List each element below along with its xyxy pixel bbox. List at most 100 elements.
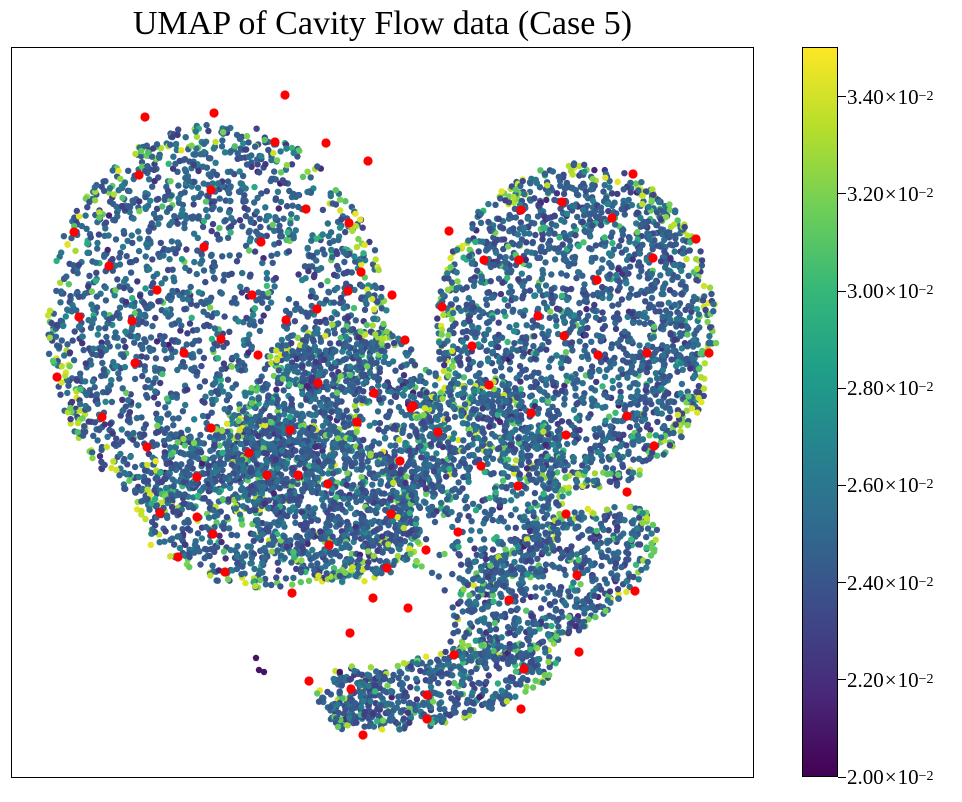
- scatter-point: [572, 392, 579, 399]
- scatter-point: [143, 354, 150, 361]
- scatter-point: [621, 170, 628, 177]
- scatter-point: [93, 269, 100, 276]
- scatter-point: [609, 239, 616, 247]
- scatter-point: [322, 347, 330, 354]
- scatter-point: [510, 241, 517, 248]
- scatter-point: [178, 147, 185, 154]
- scatter-point: [221, 271, 228, 278]
- scatter-point: [229, 384, 236, 392]
- scatter-point: [194, 184, 202, 191]
- scatter-point: [425, 369, 433, 376]
- scatter-point: [271, 283, 278, 290]
- scatter-plot-svg: [44, 90, 720, 740]
- scatter-point: [653, 409, 661, 416]
- scatter-point: [336, 196, 344, 203]
- scatter-point: [102, 284, 109, 291]
- scatter-point: [112, 287, 119, 294]
- scatter-point: [181, 491, 188, 498]
- scatter-point: [153, 205, 161, 212]
- scatter-point: [697, 248, 704, 255]
- scatter-point: [210, 274, 218, 281]
- scatter-point: [178, 256, 186, 263]
- scatter-point: [207, 173, 214, 180]
- scatter-point: [175, 126, 182, 133]
- scatter-point: [706, 332, 713, 340]
- scatter-point: [361, 578, 368, 585]
- scatter-point: [219, 253, 226, 260]
- scatter-point: [328, 408, 335, 416]
- scatter-point: [122, 485, 129, 493]
- scatter-point: [519, 295, 526, 302]
- scatter-point: [489, 455, 497, 462]
- scatter-point: [372, 331, 379, 338]
- scatter-point: [333, 262, 341, 270]
- scatter-point: [338, 216, 345, 223]
- scatter-point: [182, 134, 189, 141]
- scatter-point: [237, 180, 244, 187]
- scatter-point: [192, 128, 199, 135]
- scatter-point: [90, 432, 97, 439]
- scatter-point: [142, 421, 149, 428]
- scatter-point: [120, 227, 128, 235]
- scatter-point: [644, 342, 652, 349]
- scatter-point: [131, 463, 139, 471]
- scatter-point: [98, 446, 105, 454]
- scatter-point: [226, 252, 233, 259]
- scatter-point: [618, 237, 625, 244]
- scatter-point: [434, 315, 441, 322]
- scatter-point: [101, 421, 108, 428]
- scatter-point: [194, 234, 201, 242]
- scatter-point: [271, 168, 278, 175]
- scatter-point: [432, 382, 439, 389]
- scatter-point: [574, 470, 582, 478]
- scatter-point: [217, 382, 224, 390]
- scatter-point: [101, 232, 108, 239]
- scatter-point: [684, 421, 691, 429]
- scatter-point: [85, 405, 92, 412]
- scatter-point: [269, 221, 276, 228]
- scatter-point: [608, 344, 615, 352]
- scatter-point: [61, 352, 68, 359]
- scatter-point: [209, 346, 217, 353]
- scatter-point: [557, 359, 565, 367]
- scatter-point: [305, 391, 312, 398]
- scatter-point: [459, 329, 467, 336]
- scatter-point: [89, 449, 96, 456]
- scatter-point: [469, 225, 476, 232]
- scatter-point: [263, 275, 271, 282]
- scatter-point: [577, 365, 584, 373]
- scatter-point: [120, 353, 127, 360]
- scatter-point: [263, 269, 271, 277]
- scatter-point: [501, 236, 508, 243]
- scatter-point: [109, 167, 116, 174]
- scatter-point: [102, 219, 110, 226]
- scatter-point: [340, 412, 347, 420]
- scatter-point: [556, 306, 563, 313]
- scatter-point: [102, 225, 109, 232]
- scatter-point: [529, 238, 536, 246]
- scatter-point: [378, 284, 385, 292]
- scatter-point: [363, 321, 370, 329]
- scatter-point: [194, 247, 201, 254]
- scatter-point: [170, 415, 177, 422]
- scatter-point: [545, 230, 553, 237]
- scatter-point: [169, 266, 176, 273]
- scatter-point: [235, 417, 242, 425]
- scatter-point: [280, 387, 287, 394]
- scatter-point: [299, 374, 306, 381]
- scatter-point: [440, 367, 448, 375]
- scatter-point: [378, 293, 385, 301]
- scatter-point: [118, 183, 126, 190]
- scatter-point: [580, 180, 587, 187]
- scatter-point: [387, 442, 394, 449]
- scatter-point: [265, 146, 272, 154]
- scatter-point: [280, 402, 288, 409]
- scatter-point: [313, 257, 320, 264]
- scatter-point: [235, 188, 243, 195]
- scatter-point: [200, 267, 208, 274]
- scatter-point: [139, 462, 146, 469]
- scatter-point: [579, 218, 586, 226]
- scatter-point: [119, 243, 127, 251]
- scatter-point: [290, 190, 297, 198]
- scatter-point: [285, 295, 293, 303]
